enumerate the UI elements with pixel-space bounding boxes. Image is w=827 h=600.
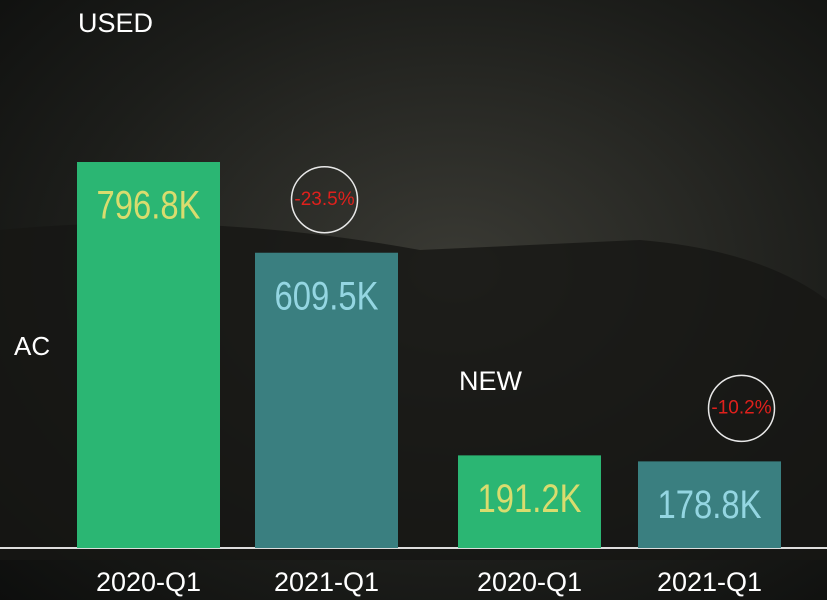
value-label: 178.8K bbox=[658, 482, 762, 527]
category-label: 2021-Q1 bbox=[274, 567, 379, 597]
group-label: NEW bbox=[459, 366, 523, 396]
category-label: 2021-Q1 bbox=[657, 567, 762, 597]
chart: AC USED 796.8K 2020-Q1 609.5K 2021-Q1 -23.5% N… bbox=[0, 0, 827, 600]
category-label: 2020-Q1 bbox=[96, 567, 201, 597]
value-label: 796.8K bbox=[97, 182, 201, 227]
group-label: USED bbox=[78, 8, 153, 38]
change-label: -10.2% bbox=[711, 397, 771, 418]
category-label: 2020-Q1 bbox=[477, 567, 582, 597]
value-label: 609.5K bbox=[275, 273, 379, 318]
change-label: -23.5% bbox=[294, 189, 354, 210]
side-label: AC bbox=[14, 331, 50, 361]
value-label: 191.2K bbox=[478, 476, 582, 521]
